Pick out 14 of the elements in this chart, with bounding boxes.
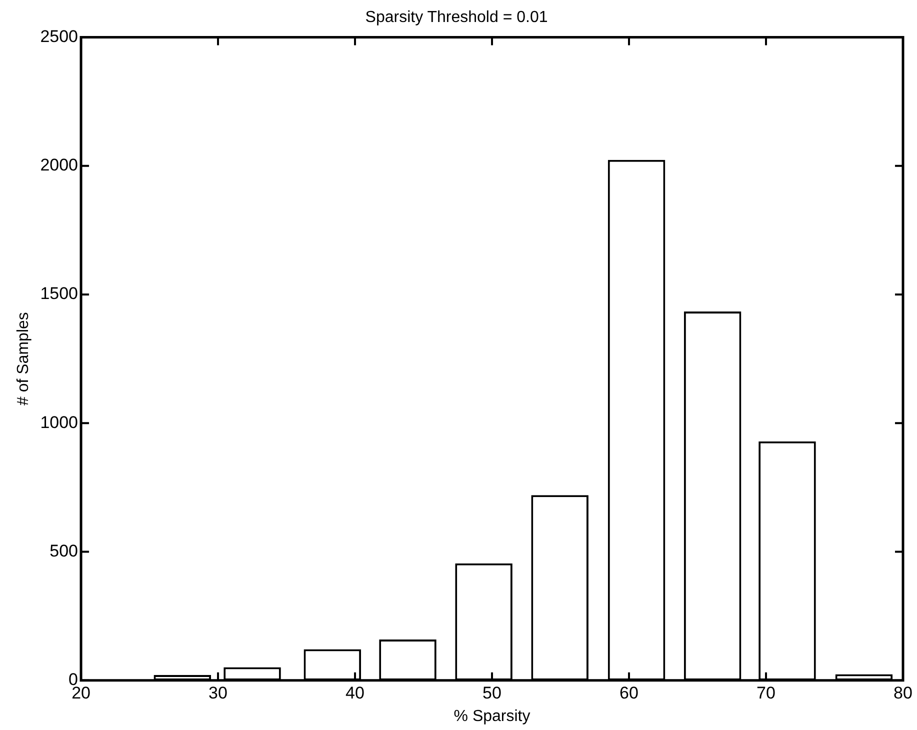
x-tick-label: 30	[208, 683, 228, 702]
y-tick-label: 1000	[40, 412, 78, 432]
x-tick-label: 40	[346, 683, 364, 702]
y-tick-label: 2000	[40, 156, 78, 175]
y-tick-label: 500	[50, 541, 78, 560]
chart-title: Sparsity Threshold = 0.01	[365, 9, 548, 26]
y-tick-label: 2500	[40, 26, 78, 46]
x-axis-title: % Sparsity	[454, 708, 530, 725]
x-tick-label: 80	[894, 683, 912, 702]
x-tick-label: 70	[756, 683, 776, 702]
y-axis-title: # of Samples	[15, 312, 32, 406]
x-tick-label: 60	[620, 683, 638, 702]
y-tick-label: 1500	[40, 284, 78, 304]
x-tick-label: 50	[482, 683, 502, 702]
